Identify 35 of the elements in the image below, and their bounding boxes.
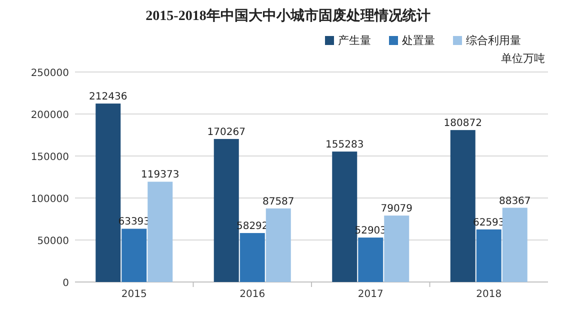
data-label: 212436 <box>89 92 128 103</box>
bar <box>358 238 384 282</box>
bar <box>450 130 476 282</box>
data-label: 88367 <box>498 196 531 207</box>
x-tick-label: 2018 <box>476 289 502 300</box>
y-tick-label: 0 <box>62 278 69 289</box>
text: 单位万吨 <box>501 52 545 65</box>
bar <box>266 208 291 282</box>
y-tick-label: 100000 <box>30 194 69 205</box>
bar <box>96 104 121 282</box>
data-label: 87587 <box>262 196 294 208</box>
x-tick-label: 2015 <box>121 289 147 300</box>
chart-title: 2015-2018年中国大中小城市固废处理情况统计 <box>146 7 430 24</box>
bar <box>502 208 528 282</box>
x-tick-label: 2017 <box>358 289 384 300</box>
bar <box>214 138 239 282</box>
data-label: 155283 <box>326 140 364 151</box>
bar <box>122 228 147 282</box>
bar <box>476 229 502 282</box>
data-label: 79079 <box>380 204 413 215</box>
bar <box>240 233 265 282</box>
y-tick-label: 250000 <box>30 68 69 79</box>
y-tick-label: 200000 <box>30 110 69 121</box>
data-label: 180872 <box>444 118 482 130</box>
data-label: 119373 <box>141 170 180 181</box>
data-label: 170267 <box>207 126 246 138</box>
bar <box>384 216 410 282</box>
legend-label: 处置量 <box>402 34 435 47</box>
bar <box>148 182 173 282</box>
y-tick-label: 150000 <box>30 152 69 163</box>
y-tick-label: 50000 <box>37 236 69 247</box>
x-tick-label: 2016 <box>240 289 266 300</box>
legend-label: 综合利用量 <box>466 34 521 47</box>
bar <box>332 152 358 282</box>
legend-label: 产生量 <box>338 34 371 47</box>
